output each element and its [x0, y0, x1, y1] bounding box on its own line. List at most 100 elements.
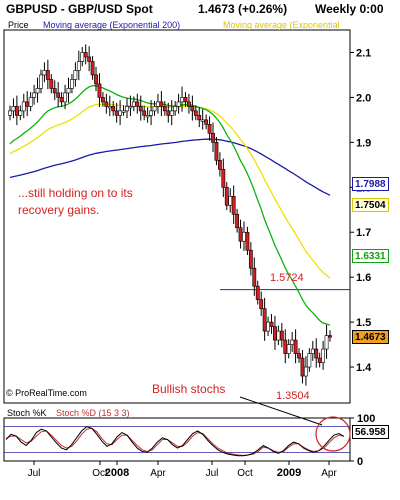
candle-body	[49, 79, 54, 89]
x-tick-label: Apr	[321, 468, 337, 479]
candle-body	[173, 106, 178, 112]
candle-body	[238, 227, 243, 242]
candle-body	[266, 321, 270, 332]
candle-body	[83, 52, 88, 58]
candle-body	[56, 92, 61, 98]
candle-body	[193, 110, 198, 116]
x-tick-label: Oct	[92, 468, 108, 479]
candle-body	[262, 308, 267, 332]
ma-green-value-box: 1.6331	[352, 249, 389, 263]
candle-body	[104, 101, 109, 107]
candle-body	[245, 231, 250, 251]
candle-body	[304, 366, 308, 377]
last-price-header: 1.4673 (+0.26%)	[198, 2, 287, 16]
stoch-panel-frame	[3, 417, 351, 462]
legend-stoch-k: Stoch %K	[7, 408, 47, 418]
x-tick-label: Oct	[237, 468, 253, 479]
symbol: GBPUSD	[6, 2, 58, 16]
candle-body	[166, 110, 171, 116]
x-tick-label: Apr	[150, 468, 166, 479]
stoch-axis: 0 100	[350, 413, 375, 468]
candle-body	[255, 285, 260, 300]
y-axis: 1.41.51.61.71.81.92.02.1	[350, 47, 372, 374]
title-separator: -	[60, 2, 65, 16]
candle-body	[307, 353, 312, 368]
candle-body	[14, 106, 19, 116]
candle-body	[183, 97, 188, 103]
candle-body	[276, 330, 281, 341]
ma-yellow-value-box: 1.7504	[352, 198, 389, 212]
candle-body	[286, 344, 291, 354]
candle-body	[328, 335, 332, 338]
stoch-k-line	[5, 426, 345, 457]
candle-body	[66, 88, 71, 94]
x-tick-label: Jul	[206, 468, 219, 479]
candle-body	[149, 110, 153, 116]
candle-body	[52, 88, 57, 94]
high-level-label: 1.5724	[270, 272, 304, 284]
stoch-tick-label: 0	[357, 456, 363, 468]
bullish-stochs-label: Bullish stochs	[152, 382, 226, 396]
candle-body	[176, 101, 181, 107]
candle-body	[224, 186, 229, 206]
candle-body	[114, 110, 119, 116]
ma200-line	[9, 138, 331, 196]
instrument: GBP/USD Spot	[68, 2, 153, 16]
candle-body	[300, 357, 305, 377]
candle-body	[159, 101, 164, 107]
candle-body	[252, 267, 257, 287]
low-level-label: 1.3504	[276, 390, 310, 402]
y-tick-label: 1.6	[356, 272, 371, 284]
candle-body	[80, 52, 85, 62]
candle-body	[228, 195, 233, 206]
candle-body	[42, 70, 47, 76]
candle-body	[310, 348, 315, 354]
candle-body	[156, 101, 160, 107]
candle-body	[135, 101, 140, 107]
candle-body	[87, 56, 92, 62]
header-change: (+0.26%)	[238, 2, 288, 16]
candle-body	[180, 97, 184, 103]
candle-body	[169, 110, 174, 116]
legend-stoch-d: Stoch %D (15 3 3)	[56, 408, 130, 418]
candle-body	[35, 88, 40, 94]
candle-body	[162, 106, 167, 112]
ma-green-line	[9, 85, 331, 326]
candle-body	[131, 101, 136, 107]
candle-body	[293, 339, 298, 354]
candle-body	[321, 348, 326, 363]
candle-body	[317, 357, 322, 363]
legend-price: Price	[8, 20, 29, 30]
chart-title: GBPUSD - GBP/USD Spot	[6, 2, 153, 16]
candle-body	[76, 61, 81, 71]
x-tick-label: 2009	[277, 467, 301, 479]
candle-body	[259, 299, 264, 309]
last-price-box: 1.4673	[352, 330, 389, 344]
candles	[8, 44, 332, 386]
comment-line-2: recovery gains.	[18, 203, 100, 217]
stoch-d-line	[5, 427, 345, 456]
candle-body	[283, 339, 288, 354]
candle-body	[21, 101, 26, 112]
period-header: Weekly 0:00	[315, 2, 384, 16]
ma-yellow-line	[9, 103, 331, 279]
candle-body	[221, 169, 226, 188]
bullish-arrow	[239, 396, 323, 426]
candle-body	[111, 106, 116, 112]
candle-body	[138, 106, 143, 112]
candle-body	[45, 70, 50, 80]
ma200-value-box: 1.7988	[352, 177, 389, 191]
candle-body	[128, 106, 133, 109]
candle-body	[28, 97, 33, 107]
x-tick-label: Jul	[28, 468, 41, 479]
comment-line-1: ...still holding on to its	[18, 186, 133, 200]
stoch-lines	[4, 426, 350, 457]
candle-body	[242, 231, 246, 242]
candle-body	[231, 195, 236, 215]
candle-body	[63, 92, 67, 103]
candle-body	[273, 326, 277, 341]
header-price: 1.4673	[198, 2, 235, 16]
